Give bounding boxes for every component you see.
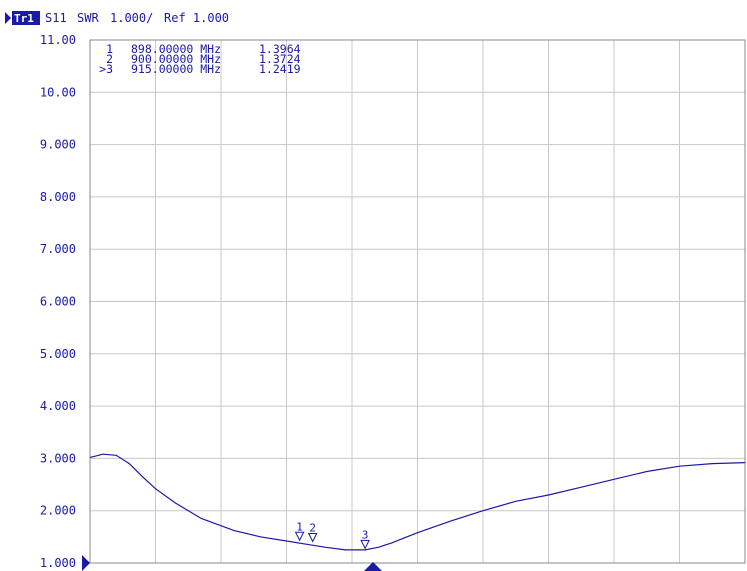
marker-row-freq: 900.00000 MHz (131, 52, 221, 66)
trace-format: SWR (77, 11, 99, 25)
y-tick-label: 2.000 (40, 504, 76, 518)
y-tick-label: 5.000 (40, 347, 76, 361)
marker-row-freq: 898.00000 MHz (131, 42, 221, 56)
y-tick-label: 1.000 (40, 556, 76, 570)
marker-row-value: 1.3964 (259, 42, 301, 56)
y-tick-label: 10.00 (40, 85, 76, 99)
y-tick-label: 9.000 (40, 138, 76, 152)
marker-row-num: 2 (106, 52, 113, 66)
grid (90, 40, 745, 563)
trace-param: S11 (45, 11, 67, 25)
trace-ref: Ref 1.000 (164, 11, 229, 25)
reference-level-arrow-icon[interactable] (82, 555, 90, 571)
marker-row-num: >3 (99, 62, 113, 76)
marker-triangle-icon[interactable] (294, 531, 305, 542)
marker-number: 1 (296, 520, 303, 533)
marker-1[interactable]: 1 (294, 520, 305, 542)
active-marker-stimulus-arrow-icon[interactable] (364, 562, 382, 571)
y-tick-label: 7.000 (40, 242, 76, 256)
trace-tag-box[interactable] (12, 11, 40, 25)
trace-tag[interactable]: Tr1 (14, 12, 34, 25)
marker-row: 1 898.00000 MHz 1.3964 (106, 42, 301, 56)
y-tick-label: 4.000 (40, 399, 76, 413)
marker-number: 3 (362, 528, 369, 541)
marker-row-num: 1 (106, 42, 113, 56)
marker-number: 2 (309, 522, 316, 535)
y-tick-label: 11.00 (40, 33, 76, 47)
marker-table: 1 898.00000 MHz 1.3964 2 900.00000 MHz 1.3724… (99, 42, 300, 76)
y-tick-label: 8.000 (40, 190, 76, 204)
y-tick-labels: 11.00 10.00 9.000 8.000 7.000 6.000 5.000 4.000… (40, 33, 76, 570)
marker-triangle-icon[interactable] (307, 533, 318, 543)
marker-3[interactable]: 3 (360, 528, 370, 550)
marker-row: 2 900.00000 MHz 1.3724 (106, 52, 301, 66)
marker-row-value: 1.3724 (259, 52, 301, 66)
marker-marks: 1 2 3 (294, 520, 370, 550)
marker-triangle-icon[interactable] (360, 539, 370, 550)
marker-row: >3 915.00000 MHz 1.2419 (99, 62, 300, 76)
y-tick-label: 3.000 (40, 451, 76, 465)
trace-header: Tr1 S11 SWR 1.000/ Ref 1.000 (5, 11, 229, 25)
marker-row-value: 1.2419 (259, 62, 301, 76)
trace-active-arrow-icon (5, 12, 11, 24)
marker-row-freq: 915.00000 MHz (131, 62, 221, 76)
plot-frame (89, 39, 746, 564)
marker-2[interactable]: 2 (307, 522, 318, 543)
trace-line (89, 453, 746, 551)
trace-scale: 1.000/ (110, 11, 153, 25)
y-tick-label: 6.000 (40, 295, 76, 309)
